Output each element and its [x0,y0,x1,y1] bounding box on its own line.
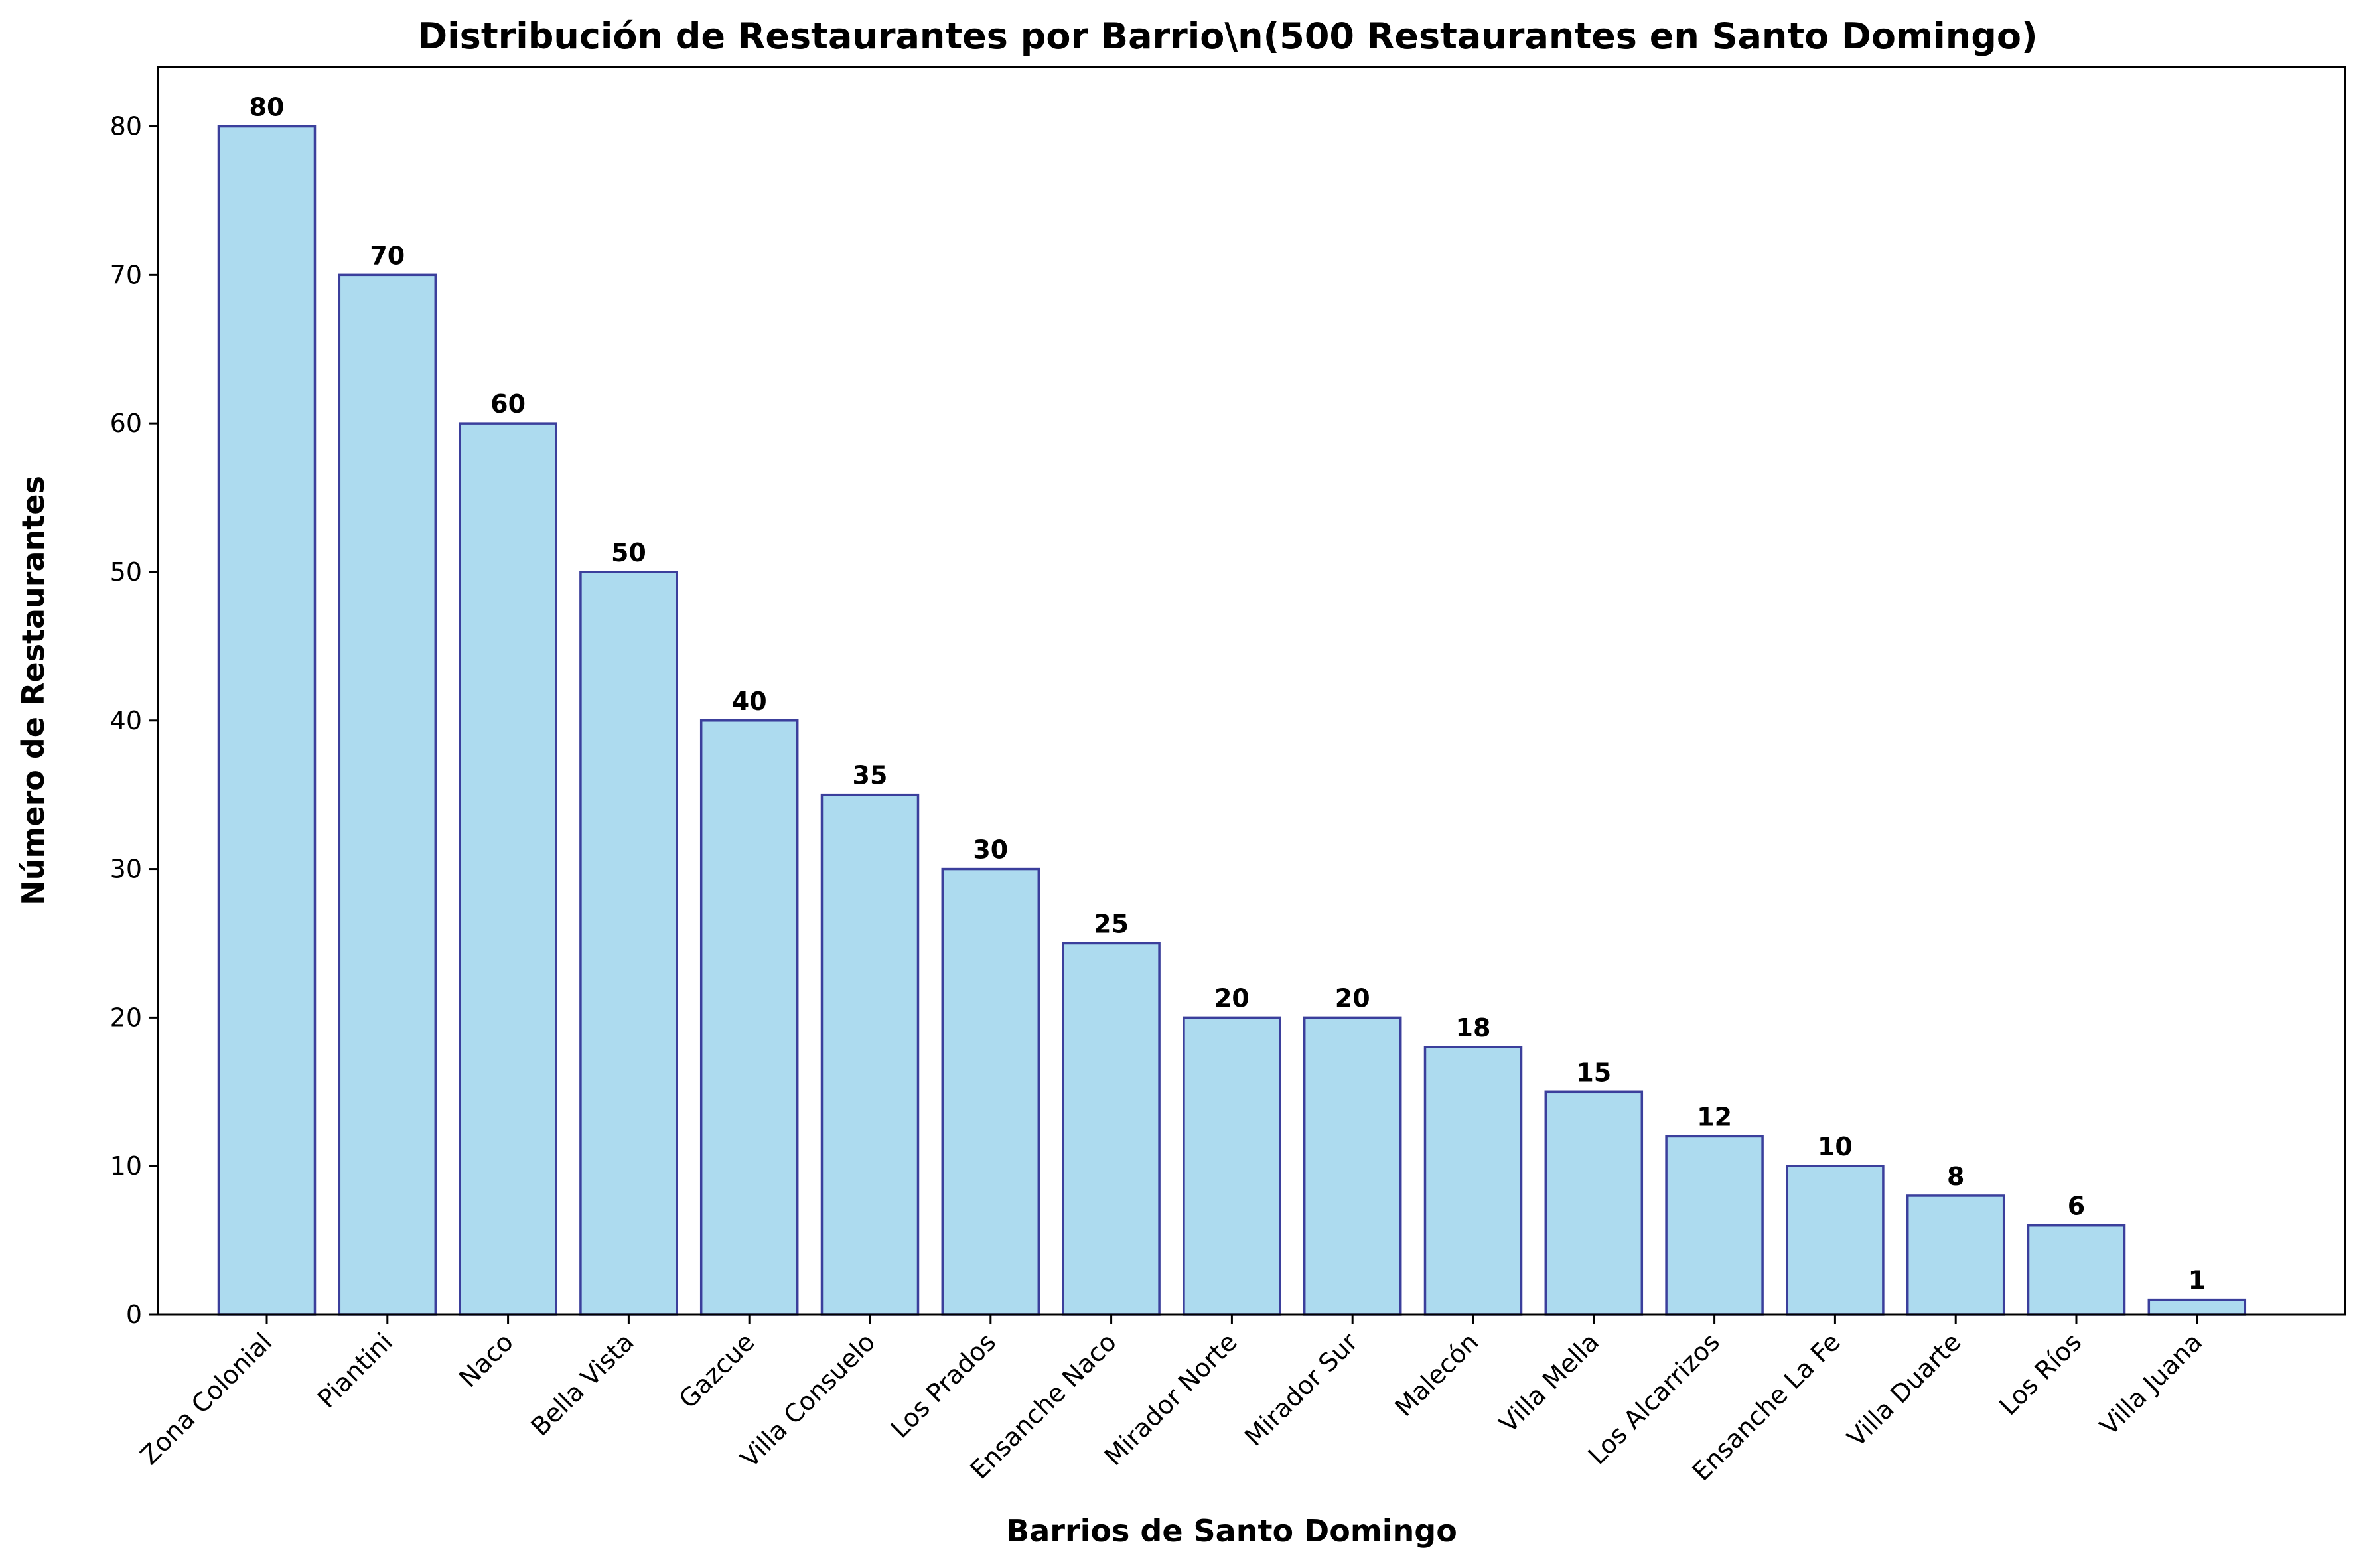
bar-value-label: 20 [1335,983,1370,1013]
bar-value-label: 10 [1818,1132,1853,1161]
y-tick-label: 80 [110,112,142,141]
bar-value-label: 8 [1947,1162,1964,1191]
bar-value-label: 15 [1576,1058,1611,1087]
bar [338,273,437,1316]
y-tick-label: 40 [110,706,142,735]
bar [579,571,678,1316]
bar-value-label: 70 [370,241,405,270]
bar-value-label: 25 [1094,909,1129,938]
y-tick-label: 10 [110,1151,142,1180]
y-axis-label: Número de Restaurantes [15,476,51,906]
bar-value-label: 1 [2188,1266,2206,1295]
bar [2147,1298,2247,1316]
bar-value-label: 6 [2068,1192,2085,1221]
y-tick-label: 20 [110,1003,142,1032]
bar-value-label: 40 [732,687,767,716]
bar [1062,942,1161,1316]
bar-value-label: 50 [611,538,646,567]
bar [820,793,920,1316]
bar [699,719,799,1316]
bar [217,125,317,1316]
bar-value-label: 12 [1697,1102,1732,1131]
bar [459,422,557,1316]
y-tick-label: 30 [110,855,142,884]
bar [1544,1090,1644,1316]
y-tick-label: 0 [126,1300,142,1329]
bar [1786,1165,1885,1316]
bar [1423,1046,1523,1316]
bar [1906,1194,2005,1316]
bar [1303,1016,1402,1316]
bar-value-label: 35 [853,761,888,790]
y-tick-label: 50 [110,557,142,587]
y-axis: 0 10 20 30 40 50 60 70 80 [110,112,158,1329]
bar-value-label: 18 [1456,1013,1491,1042]
y-tick-label: 60 [110,409,142,438]
bar-value-label: 80 [250,93,285,122]
plot-frame [157,66,2346,1316]
bar-value-label: 60 [490,390,526,419]
chart-title: Distribución de Restaurantes por Barrio\… [417,15,2037,57]
bars-group: 80 70 60 50 40 35 30 25 20 20 18 15 12 10 8 6 1 [217,93,2247,1316]
bar [1182,1016,1281,1316]
x-axis-label: Barrios de Santo Domingo [1006,1513,1457,1549]
bar-value-label: 30 [973,835,1008,865]
bar-value-label: 20 [1214,983,1250,1013]
bar [2027,1224,2126,1316]
bar [1665,1135,1764,1316]
bar [941,867,1040,1316]
y-tick-label: 70 [110,260,142,289]
